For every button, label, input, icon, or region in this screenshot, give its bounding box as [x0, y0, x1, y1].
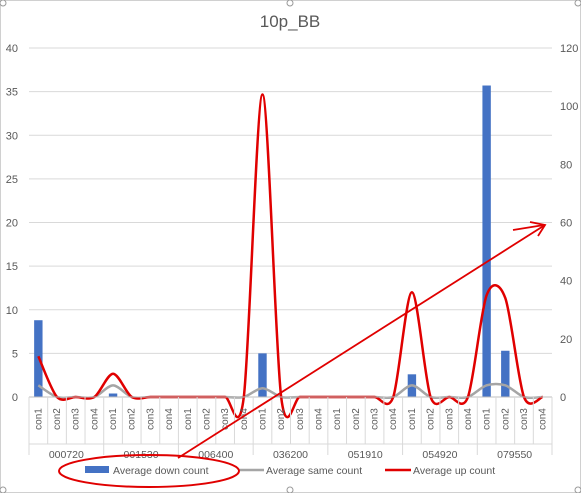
secondary-tick-label: 40 — [560, 276, 572, 288]
annotation-arrow-head — [529, 221, 547, 237]
category-tick-label: con2 — [500, 408, 511, 430]
category-tick-label: con1 — [332, 408, 343, 430]
category-tick-label: con3 — [444, 408, 455, 430]
category-tick-label: con4 — [239, 408, 250, 430]
category-tick-label: con4 — [388, 408, 399, 430]
group-label: 036200 — [273, 449, 308, 461]
category-tick-label: con4 — [89, 408, 100, 430]
primary-tick-label: 25 — [6, 174, 18, 186]
category-tick-label: con4 — [314, 408, 325, 430]
secondary-axis-ticks: 0 20 40 60 80 100 120 — [560, 43, 578, 404]
category-tick-label: con1 — [183, 408, 194, 430]
secondary-tick-label: 120 — [560, 43, 578, 55]
category-axis: con1 con2 con3 con4 con1 con2 con3 con4 con1 con2… — [28, 396, 553, 461]
legend-label: Average same count — [266, 465, 362, 477]
legend: Average down count Average same count Aver… — [85, 465, 495, 477]
primary-tick-label: 5 — [12, 348, 18, 360]
category-tick-label: con3 — [519, 408, 530, 430]
group-label: 000720 — [49, 449, 84, 461]
legend-label: Average up count — [413, 465, 495, 477]
secondary-tick-label: 80 — [560, 159, 572, 171]
category-tick-label: con2 — [426, 408, 437, 430]
category-tick-label: con3 — [145, 408, 156, 430]
gridlines — [29, 47, 552, 398]
bar — [501, 350, 510, 397]
chart-title: 10p_BB — [260, 12, 321, 31]
category-tick-label: con4 — [463, 408, 474, 430]
category-tick-label: con1 — [482, 408, 493, 430]
category-tick-label: con2 — [127, 408, 138, 430]
bar — [258, 353, 267, 397]
annotation — [58, 221, 547, 488]
primary-tick-label: 20 — [6, 218, 18, 230]
primary-axis-ticks: 0 5 10 15 20 25 30 35 40 — [6, 43, 18, 404]
primary-tick-label: 30 — [6, 130, 18, 142]
category-tick-label: con2 — [201, 408, 212, 430]
annotation-arrow-line — [177, 224, 546, 459]
annotation-tick — [512, 224, 545, 231]
group-label: 051910 — [348, 449, 383, 461]
primary-tick-label: 10 — [6, 305, 18, 317]
category-tick-label: con3 — [220, 408, 231, 430]
secondary-tick-label: 100 — [560, 101, 578, 113]
category-tick-label: con1 — [33, 408, 44, 430]
primary-tick-label: 35 — [6, 87, 18, 99]
group-label: 079550 — [497, 449, 532, 461]
legend-swatch — [85, 466, 109, 473]
primary-tick-label: 15 — [6, 261, 18, 273]
bar — [108, 393, 118, 397]
bar — [482, 85, 491, 397]
category-tick-label: con1 — [407, 408, 418, 430]
category-tick-label: con3 — [370, 408, 381, 430]
category-tick-label: con3 — [71, 408, 82, 430]
category-tick-label: con4 — [164, 408, 175, 430]
secondary-tick-label: 20 — [560, 334, 572, 346]
category-tick-label: con3 — [295, 408, 306, 430]
secondary-tick-label: 60 — [560, 218, 572, 230]
category-tick-label: con2 — [351, 408, 362, 430]
group-label: 054920 — [422, 449, 457, 461]
legend-label: Average down count — [113, 465, 209, 477]
category-tick-label: con1 — [257, 408, 268, 430]
category-tick-label: con1 — [108, 408, 119, 430]
category-tick-label: con2 — [276, 408, 287, 430]
primary-tick-label: 40 — [6, 43, 18, 55]
category-tick-label: con4 — [538, 408, 549, 430]
category-tick-label: con2 — [52, 408, 63, 430]
secondary-tick-label: 0 — [560, 392, 566, 404]
annotation-ellipse — [58, 454, 240, 488]
primary-tick-label: 0 — [12, 392, 18, 404]
